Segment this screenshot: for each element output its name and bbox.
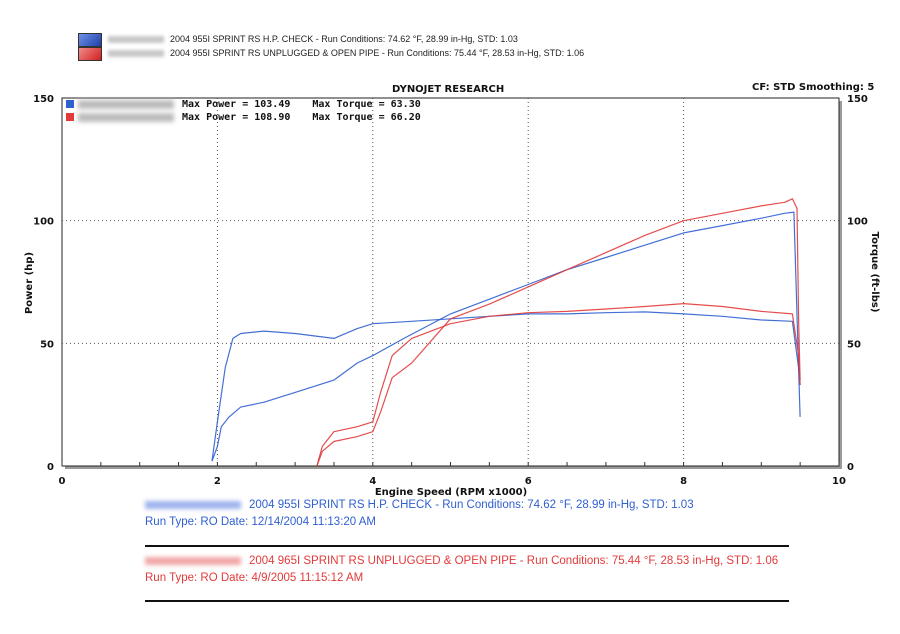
run-2-torque-line [316, 303, 801, 467]
redacted-label [145, 500, 241, 509]
run-1-power-line [211, 211, 801, 462]
x-tick-label: 2 [214, 476, 221, 487]
y-tick-label: 150 [33, 94, 54, 105]
redacted-label [145, 556, 241, 565]
y2-axis-label: Torque (ft-lbs) [869, 232, 880, 313]
max-row-run-2: Max Power = 108.90 Max Torque = 66.20 [66, 112, 421, 123]
y2-tick-label: 150 [847, 94, 868, 105]
y-tick-label: 50 [40, 339, 54, 350]
correction-info: CF: STD Smoothing: 5 [752, 82, 875, 93]
x-tick-label: 0 [59, 476, 66, 487]
x-axis-label: Engine Speed (RPM x1000) [375, 487, 527, 498]
legend-run-2-text: 2004 955I SPRINT RS UNPLUGGED & OPEN PIP… [170, 48, 585, 58]
run-2-title: 2004 965I SPRINT RS UNPLUGGED & OPEN PIP… [249, 555, 779, 567]
grid-layer [61, 97, 842, 469]
run-detail-1: 2004 955I SPRINT RS H.P. CHECK - Run Con… [145, 499, 694, 528]
run-1-title: 2004 955I SPRINT RS H.P. CHECK - Run Con… [249, 499, 694, 511]
run2-swatch [78, 47, 102, 61]
run2-marker [66, 113, 74, 121]
redacted-label [108, 36, 164, 44]
redacted-label [78, 99, 174, 109]
y2-tick-label: 50 [847, 339, 861, 350]
y2-tick-label: 100 [847, 217, 868, 228]
redacted-label [78, 112, 174, 122]
run-detail-2: 2004 965I SPRINT RS UNPLUGGED & OPEN PIP… [145, 555, 778, 584]
max-power-run-2: Max Power = 108.90 [182, 112, 291, 123]
x-tick-label: 10 [832, 476, 846, 487]
run-1-detail: Run Type: RO Date: 12/14/2004 11:13:20 A… [145, 516, 377, 528]
max-torque-run-2: Max Torque = 66.20 [312, 112, 421, 123]
legend-run-1-text: 2004 955I SPRINT RS H.P. CHECK - Run Con… [170, 34, 518, 44]
divider [145, 600, 789, 602]
y2-tick-label: 0 [847, 462, 854, 473]
run1-swatch [78, 33, 102, 47]
max-power-run-1: Max Power = 103.49 [182, 99, 291, 110]
divider [145, 545, 789, 547]
x-tick-label: 4 [369, 476, 376, 487]
chart-title: DYNOJET RESEARCH [392, 84, 505, 95]
y-tick-label: 100 [33, 217, 54, 228]
max-torque-run-1: Max Torque = 63.30 [312, 99, 421, 110]
run1-marker [66, 100, 74, 108]
max-row-run-1: Max Power = 103.49 Max Torque = 63.30 [66, 99, 421, 110]
redacted-label [108, 50, 164, 58]
plot-frame [61, 97, 840, 467]
series-layer [211, 198, 801, 467]
y-tick-label: 0 [47, 462, 54, 473]
run-2-detail: Run Type: RO Date: 4/9/2005 11:15:12 AM [145, 572, 364, 584]
x-tick-label: 8 [680, 476, 687, 487]
run-2-power-line [316, 198, 801, 467]
y-axis-label: Power (hp) [24, 252, 35, 314]
x-tick-label: 6 [525, 476, 532, 487]
